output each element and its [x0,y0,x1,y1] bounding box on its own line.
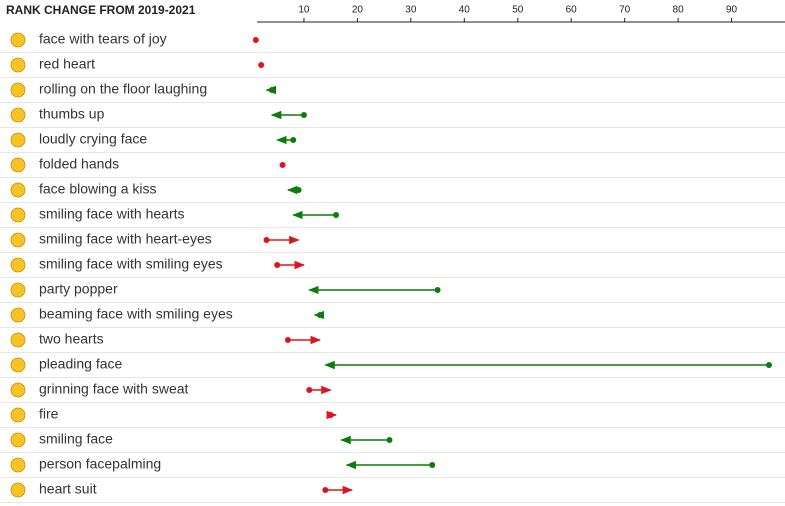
start-dot [333,212,340,218]
start-dot [252,37,259,43]
x-tick-label: 40 [459,5,471,16]
start-dot [322,487,329,493]
x-tick-label: 90 [726,5,738,16]
start-dot [268,87,275,93]
chart-title: RANK CHANGE FROM 2019-2021 [6,3,196,17]
x-tick-label: 80 [673,5,685,16]
emoji-icon [10,57,26,73]
category-label: person facepalming [39,456,161,472]
category-label: beaming face with smiling eyes [39,306,233,322]
start-dot [295,187,302,193]
emoji-icon [10,32,26,48]
start-dot [386,437,393,443]
start-dot [279,162,286,168]
category-label: smiling face with hearts [39,206,185,222]
emoji-icon [10,107,26,123]
emoji-icon [10,332,26,348]
x-tick-label: 70 [619,5,631,16]
emoji-icon [10,207,26,223]
start-dot [274,262,281,268]
emoji-icon [10,82,26,98]
start-dot [327,412,334,418]
emoji-icon [10,257,26,273]
category-label: folded hands [39,156,119,172]
category-label: smiling face with heart-eyes [39,231,212,247]
emoji-icon [10,407,26,423]
category-label: two hearts [39,331,104,347]
category-label: smiling face [39,431,113,447]
start-dot [290,137,297,143]
emoji-icon [10,457,26,473]
category-label: fire [39,406,59,422]
category-label: grinning face with sweat [39,381,189,397]
emoji-icon [10,357,26,373]
category-label: thumbs up [39,106,105,122]
start-dot [434,287,441,293]
emoji-icon [10,182,26,198]
x-tick-label: 50 [512,5,524,16]
category-label: red heart [39,56,95,72]
emoji-icon [10,382,26,398]
start-dot [306,387,313,393]
emoji-icon [10,432,26,448]
emoji-icon [10,307,26,323]
x-tick-label: 20 [352,5,364,16]
category-label: pleading face [39,356,123,372]
emoji-icon [10,282,26,298]
emoji-icon [10,482,26,498]
start-dot [765,362,772,368]
x-tick-label: 10 [298,5,310,16]
start-dot [258,62,265,68]
x-tick-label: 30 [405,5,417,16]
start-dot [263,237,270,243]
start-dot [316,312,323,318]
category-label: smiling face with smiling eyes [39,256,223,272]
start-dot [429,462,436,468]
category-label: face with tears of joy [39,31,167,47]
category-label: party popper [39,281,118,297]
category-label: face blowing a kiss [39,181,157,197]
x-tick-label: 60 [566,5,578,16]
category-label: heart suit [39,481,97,497]
emoji-icon [10,132,26,148]
category-label: rolling on the floor laughing [39,81,207,97]
emoji-icon [10,232,26,248]
start-dot [300,112,307,118]
start-dot [284,337,291,343]
emoji-icon [10,157,26,173]
category-label: loudly crying face [39,131,147,147]
